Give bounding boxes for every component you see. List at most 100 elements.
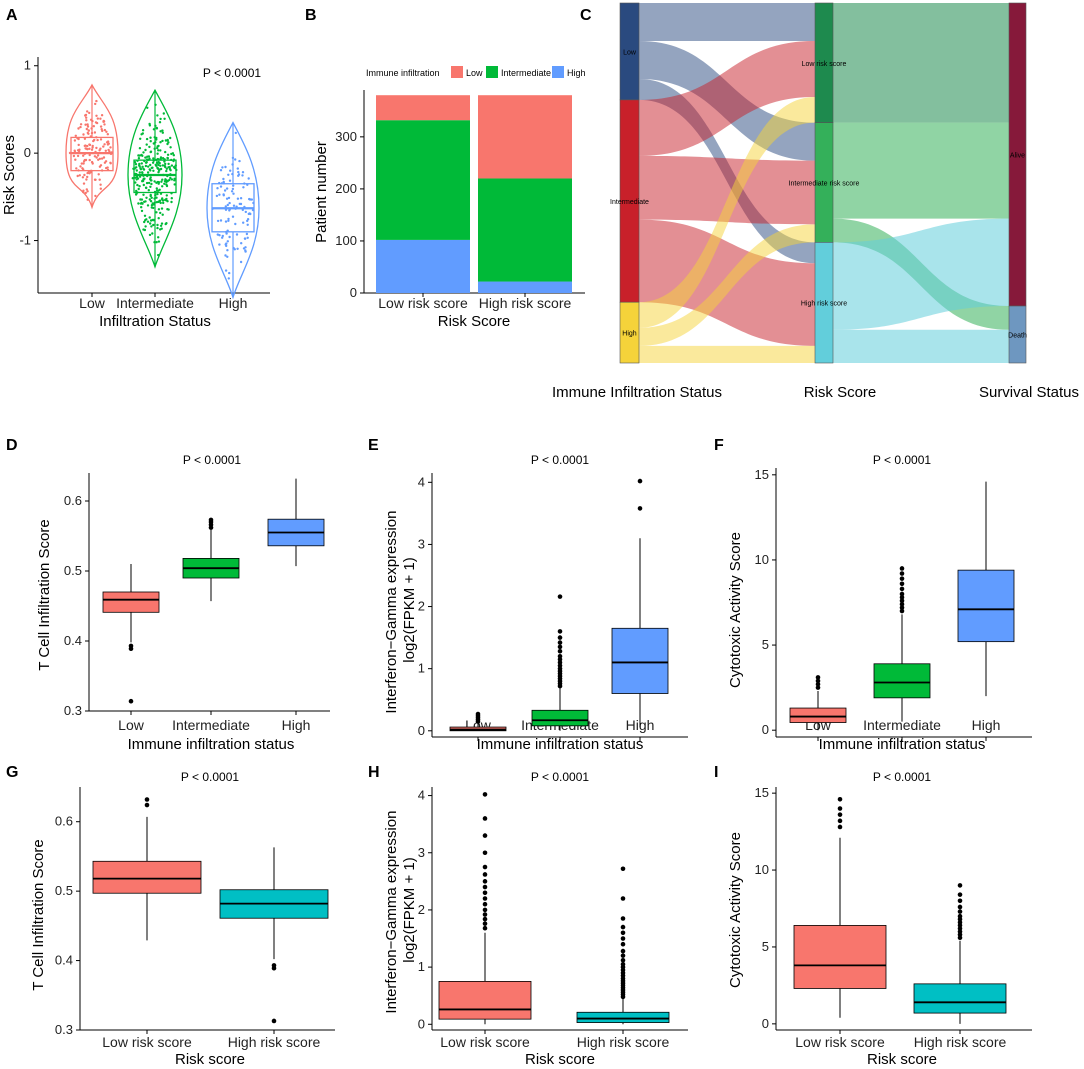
- jitter-point: [165, 184, 169, 188]
- jitter-point: [79, 125, 82, 129]
- jitter-point: [157, 160, 160, 164]
- jitter-point: [161, 131, 164, 134]
- panel-g: G 0.3 0.4 0.5 0.6 Low risk score High risk sc…: [6, 764, 335, 1068]
- jitter-point: [162, 201, 165, 205]
- outlier-point: [271, 1018, 277, 1024]
- y-tick-label: 100: [335, 233, 357, 248]
- y-tick-label: 0.5: [64, 563, 82, 578]
- jitter-point: [151, 161, 155, 164]
- jitter-point: [95, 114, 98, 118]
- stratum-label: Intermediate risk score: [789, 181, 860, 188]
- box: [531, 709, 589, 727]
- jitter-point: [161, 178, 164, 181]
- y-axis-label: Cytotoxic Activity Score: [727, 832, 744, 988]
- jitter-point: [165, 194, 168, 197]
- outlier-point: [899, 598, 905, 604]
- box: [102, 591, 160, 613]
- jitter-point: [164, 165, 167, 169]
- jitter-point: [243, 237, 247, 240]
- jitter-point: [141, 171, 144, 175]
- x-tick-label: Low risk score: [378, 295, 468, 311]
- jitter-point: [136, 183, 139, 187]
- jitter-point: [84, 191, 88, 195]
- jitter-point: [76, 174, 79, 178]
- x-axis-label: Risk Score: [438, 313, 511, 330]
- bar-segment-low: [478, 95, 572, 179]
- alluvial-flow: [639, 345, 815, 363]
- box: [611, 627, 669, 694]
- jitter-point: [158, 121, 162, 124]
- jitter-point: [169, 146, 172, 149]
- bar-segment-low: [376, 95, 470, 121]
- jitter-point: [170, 200, 173, 204]
- jitter-point: [149, 177, 152, 181]
- jitter-point: [103, 128, 107, 132]
- legend-swatch-high: [552, 66, 564, 78]
- jitter-point: [143, 228, 147, 232]
- jitter-point: [143, 220, 146, 224]
- outlier-point: [620, 961, 626, 967]
- jitter-point: [147, 155, 151, 158]
- jitter-point: [101, 129, 104, 133]
- jitter-point: [219, 219, 223, 222]
- jitter-point: [221, 236, 224, 239]
- jitter-point: [102, 156, 106, 159]
- bar-segment-intermediate: [478, 178, 572, 282]
- outlier-point: [482, 896, 488, 901]
- jitter-point: [82, 154, 85, 157]
- outlier-point: [837, 824, 843, 830]
- jitter-point: [165, 199, 168, 202]
- p-value: P < 0.0001: [873, 453, 931, 467]
- jitter-point: [221, 166, 224, 169]
- jitter-point: [155, 127, 159, 130]
- jitter-point: [170, 178, 174, 181]
- y-tick-label: 0: [762, 1016, 769, 1031]
- jitter-point: [159, 224, 163, 227]
- y-tick-label: 0.6: [55, 814, 73, 829]
- jitter-point: [146, 171, 150, 174]
- jitter-point: [224, 254, 227, 257]
- y-tick-label: 0: [418, 723, 425, 738]
- jitter-point: [86, 123, 89, 126]
- outlier-point: [475, 711, 481, 717]
- jitter-point: [109, 161, 112, 164]
- jitter-point: [144, 164, 148, 168]
- jitter-point: [227, 219, 230, 222]
- y-tick-label: -1: [19, 233, 31, 248]
- stratum-label: High risk score: [801, 301, 847, 308]
- y-axis-label-line2: log2(FPKM + 1): [401, 857, 418, 962]
- stratum-label: Alive: [1010, 153, 1025, 160]
- bar-segment-intermediate: [376, 120, 470, 240]
- y-tick-label: 4: [418, 788, 425, 803]
- jitter-point: [145, 161, 148, 164]
- jitter-point: [74, 158, 77, 161]
- jitter-point: [167, 166, 170, 169]
- jitter-point: [219, 169, 223, 172]
- jitter-point: [228, 179, 232, 182]
- jitter-point: [227, 217, 230, 221]
- outlier-point: [620, 916, 626, 921]
- outlier-point: [899, 581, 905, 587]
- jitter-point: [232, 204, 236, 207]
- jitter-point: [239, 197, 243, 200]
- jitter-point: [140, 209, 144, 213]
- jitter-point: [88, 111, 91, 115]
- jitter-point: [157, 149, 160, 152]
- jitter-point: [88, 147, 91, 150]
- jitter-point: [215, 194, 219, 198]
- jitter-point: [83, 173, 86, 177]
- box: [133, 159, 177, 194]
- y-tick-label: 0.6: [64, 493, 82, 508]
- x-tick-label: Intermediate: [116, 295, 194, 311]
- jitter-point: [218, 193, 221, 196]
- jitter-point: [84, 147, 87, 150]
- outlier-point: [815, 678, 821, 684]
- outlier-point: [620, 930, 626, 936]
- jitter-point: [216, 219, 220, 223]
- jitter-point: [150, 206, 153, 209]
- outlier-point: [837, 806, 843, 811]
- panel-b: B Immune infiltration Low Intermediate H…: [305, 7, 586, 330]
- jitter-point: [146, 220, 150, 223]
- jitter-point: [159, 149, 162, 152]
- outlier-point: [815, 685, 821, 690]
